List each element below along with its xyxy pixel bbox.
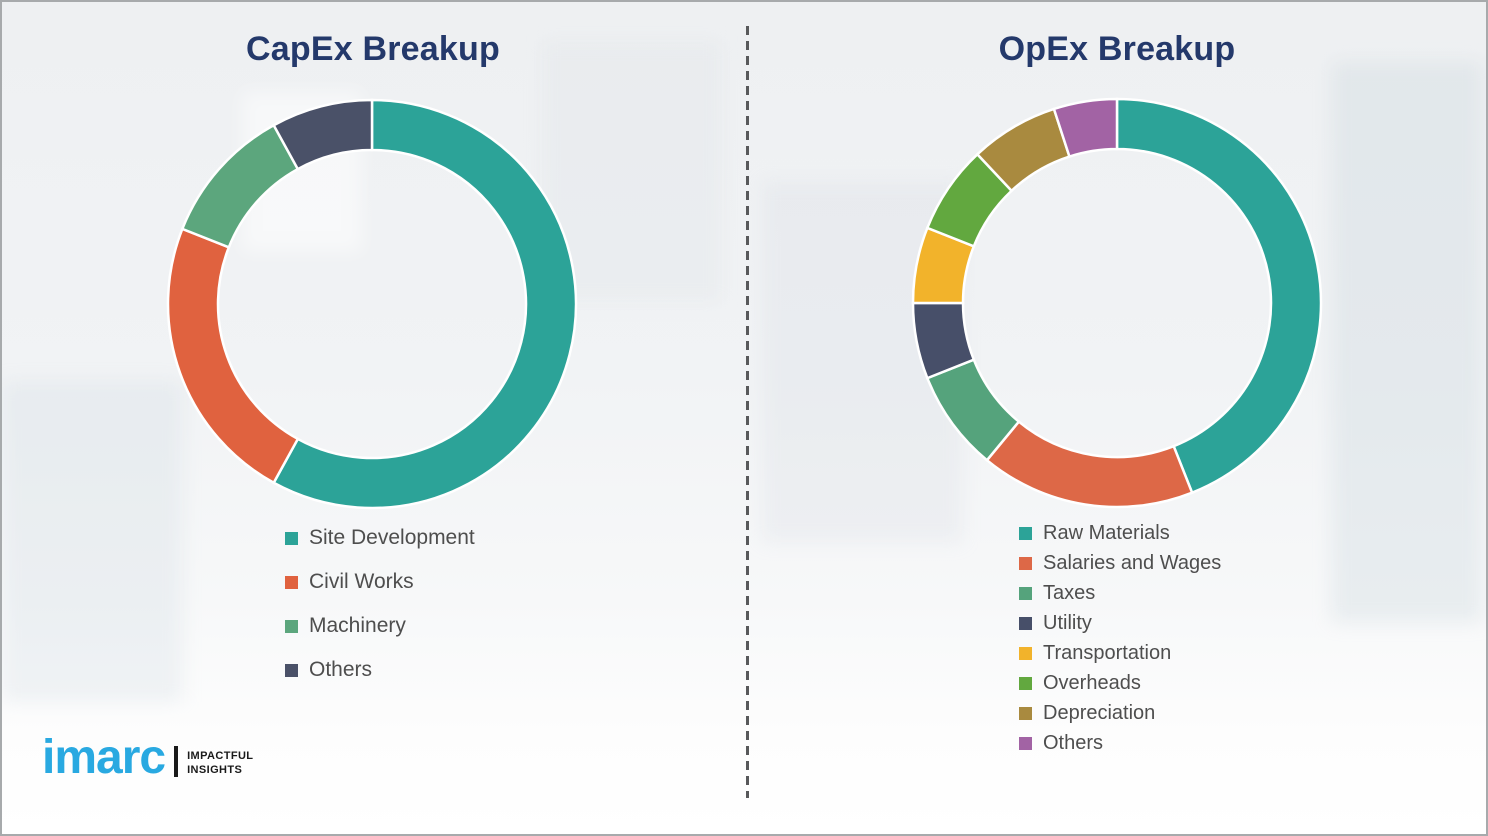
donut-segment-salaries-and-wages [985,419,1194,509]
opex-chart-title: OpEx Breakup [998,30,1236,68]
legend-label: Raw Materials [1043,521,1170,544]
legend-item-salaries-and-wages: Salaries and Wages [1019,548,1221,578]
legend-item-site-development: Site Development [285,516,475,560]
imarc-logo: imarc IMPACTFUL INSIGHTS [42,731,253,784]
legend-label: Site Development [309,526,475,549]
legend-swatch [285,619,298,633]
legend-swatch [285,575,298,589]
legend-item-others: Others [285,648,475,692]
legend-label: Utility [1043,611,1092,634]
imarc-logo-tagline: IMPACTFUL INSIGHTS [187,749,253,778]
legend-item-transportation: Transportation [1019,638,1221,668]
capex-chart-title: CapEx Breakup [246,30,500,68]
legend-item-depreciation: Depreciation [1019,698,1221,728]
legend-item-machinery: Machinery [285,604,475,648]
logo-divider-bar [174,746,179,778]
legend-swatch [285,531,298,545]
legend-label: Machinery [309,614,406,637]
legend-item-raw-materials: Raw Materials [1019,518,1221,548]
legend-item-civil-works: Civil Works [285,560,475,604]
opex-donut-chart [911,97,1323,509]
tagline-line-2: INSIGHTS [187,764,243,777]
dashed-divider [746,26,749,798]
legend-item-others: Others [1019,728,1221,758]
legend-swatch [1019,736,1032,750]
legend-item-utility: Utility [1019,608,1221,638]
donut-segment-others [1052,97,1119,159]
legend-label: Others [309,658,373,681]
legend-swatch [1019,706,1032,720]
capex-donut-chart [166,98,578,510]
legend-item-overheads: Overheads [1019,668,1221,698]
opex-panel: OpEx Breakup Raw Materials Salaries and W… [746,2,1486,834]
donut-segment-civil-works [166,227,300,485]
legend-label: Taxes [1043,581,1096,604]
legend-swatch [285,663,298,677]
legend-label: Transportation [1043,641,1172,664]
donut-segment-others [272,98,374,171]
donut-segment-raw-materials [1115,97,1323,495]
legend-swatch [1019,616,1032,630]
legend-item-taxes: Taxes [1019,578,1221,608]
capex-panel: CapEx Breakup Site Development Civil Work… [2,2,746,834]
legend-swatch [1019,676,1032,690]
donut-segment-machinery [180,123,300,249]
opex-legend: Raw Materials Salaries and Wages Taxes Util… [1019,518,1221,758]
legend-label: Civil Works [309,570,414,593]
tagline-line-1: IMPACTFUL [187,749,254,762]
legend-swatch [1019,526,1032,540]
legend-label: Others [1043,731,1104,754]
legend-swatch [1019,556,1032,570]
legend-label: Depreciation [1043,701,1156,724]
legend-swatch [1019,586,1032,600]
legend-label: Salaries and Wages [1043,551,1222,574]
donut-segment-site-development [272,98,578,510]
legend-swatch [1019,646,1032,660]
legend-label: Overheads [1043,671,1141,694]
capex-legend: Site Development Civil Works Machinery Othe… [285,516,475,692]
imarc-logo-wordmark: imarc [42,731,166,784]
